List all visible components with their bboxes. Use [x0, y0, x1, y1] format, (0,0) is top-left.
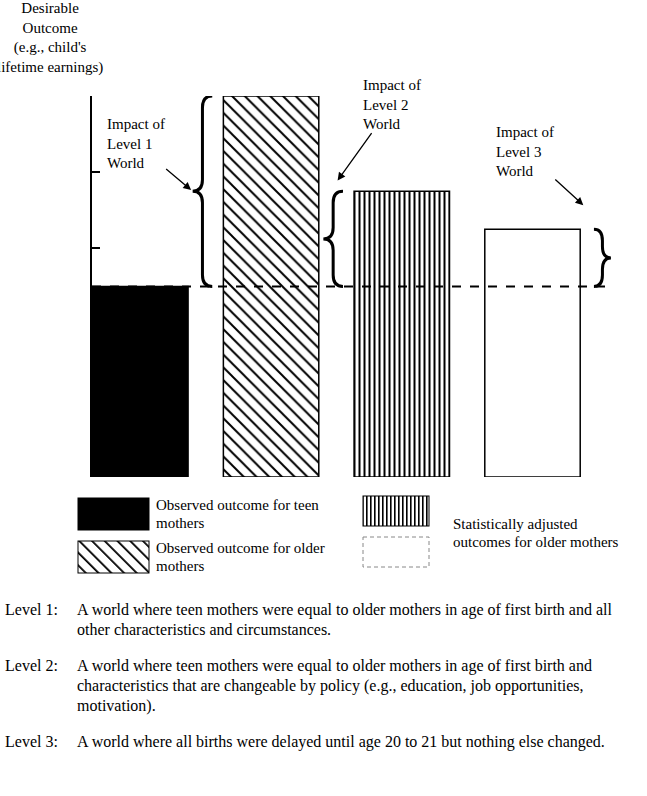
html-text:Level 3:: Level 3: — [5, 733, 58, 750]
html-text:Observed outcome for teen moth: Observed outcome for teen mothers — [156, 497, 319, 531]
html-text:A world where teen mothers wer: A world where teen mothers were equal to… — [77, 657, 592, 714]
html-text:Statistically adjusted outcome: Statistically adjusted outcomes for olde… — [453, 516, 619, 550]
html-text:Level 1:: Level 1: — [5, 601, 58, 618]
html-text:A world where teen mothers wer: A world where teen mothers were equal to… — [77, 601, 612, 638]
svg-text:Impact ofLevel 1World: Impact ofLevel 1World — [107, 116, 165, 171]
svg-text:DesirableOutcome(e.g., child's: DesirableOutcome(e.g., child'slifetime e… — [0, 0, 103, 76]
html-text:Level 2:: Level 2: — [5, 657, 58, 674]
html-text:Observed outcome for older mot: Observed outcome for older mothers — [156, 540, 325, 574]
svg-text:Impact ofLevel 2World: Impact ofLevel 2World — [363, 77, 421, 132]
svg-text:Impact ofLevel 3World: Impact ofLevel 3World — [496, 124, 554, 179]
html-text:A world where all births were: A world where all births were delayed un… — [77, 733, 605, 750]
